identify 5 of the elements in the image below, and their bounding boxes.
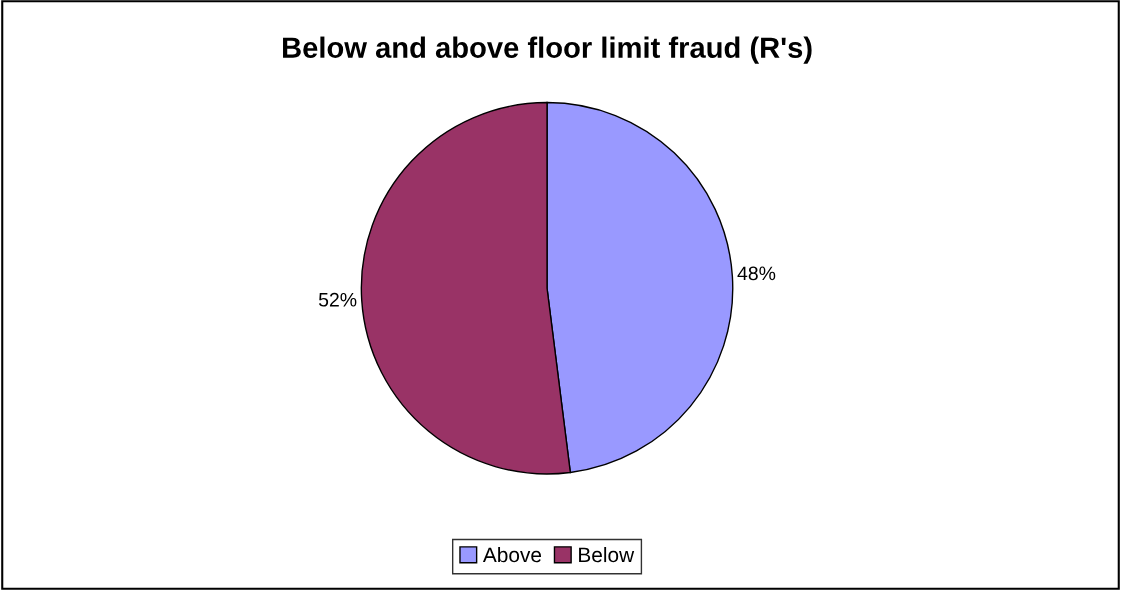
- legend-label: Below: [579, 546, 635, 563]
- chart-title: Below and above floor limit fraud (R's): [283, 36, 812, 64]
- data-label: 48%: [737, 266, 776, 281]
- data-label: 52%: [318, 292, 357, 307]
- legend-label: Above: [482, 546, 542, 563]
